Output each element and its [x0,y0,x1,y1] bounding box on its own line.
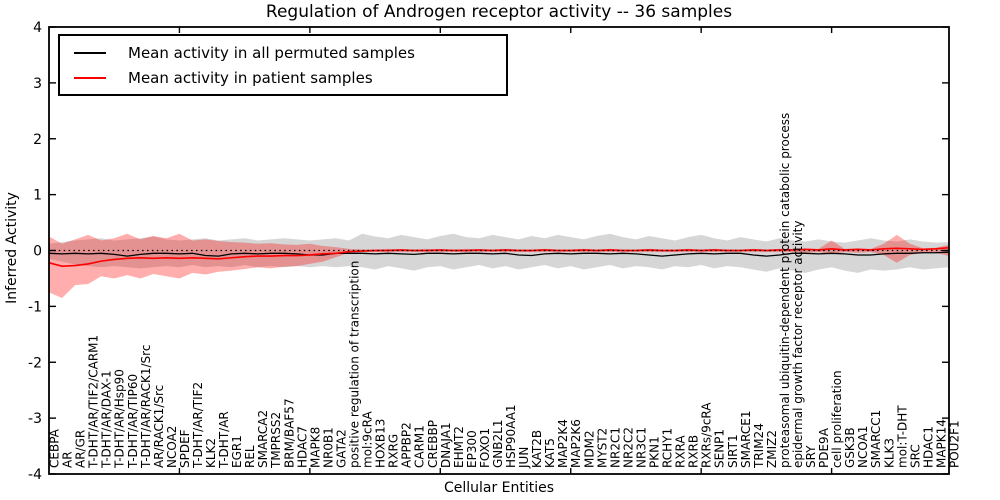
x-tick-label: REL [243,445,257,468]
x-tick-label: SMARCE1 [739,410,753,468]
x-tick-label: SMARCC1 [869,410,883,468]
x-tick-label: HDAC1 [921,426,935,468]
x-tick-label: DNAJA1 [439,422,453,468]
permuted-line-swatch [74,51,106,54]
x-tick-label: JUN [517,447,531,469]
x-tick-label: NR3C1 [634,427,648,468]
x-tick-label: SRC [908,444,922,468]
x-tick-label: SIRT1 [726,434,740,468]
y-tick-label: -4 [28,467,42,483]
x-tick-label: positive regulation of transcription [348,261,362,468]
x-tick-label: RXRB [687,435,701,468]
x-tick-label: RXRG [387,434,401,468]
x-tick-label: RXRs/9cRA [700,402,714,468]
patient-line-swatch [74,76,106,79]
x-tick-label: PKN1 [648,436,662,468]
y-tick-label: -1 [28,299,42,315]
x-tick-label: HSP90AA1 [504,404,518,468]
x-tick-label: cell proliferation [830,370,844,468]
x-tick-label: HOXB13 [374,419,388,468]
x-tick-label: T-DHT/AR/DAX-1 [100,370,114,469]
x-tick-label: T-DHT/AR/RACK1/Src [139,345,153,469]
x-tick-label: KAT2B [530,430,544,468]
x-tick-label: SMARCA2 [256,410,270,468]
x-tick-label: TMPRSS2 [269,412,283,469]
x-tick-label: NR2C1 [608,427,622,468]
chart-title: Regulation of Androgen receptor activity… [265,2,733,22]
x-tick-label: BRM/BAF57 [282,398,296,468]
x-tick-label: HDAC7 [295,426,309,468]
x-tick-label: GNB2L1 [491,420,505,468]
x-tick-label: EGR1 [230,435,244,468]
x-tick-label: PDE9A [817,427,831,468]
x-tick-label: KLK3 [882,438,896,468]
x-tick-label: MAPK14 [934,419,948,468]
x-tick-label: CEBPA [48,428,62,468]
x-tick-label: POU2F1 [948,420,962,468]
x-tick-label: EHMT2 [452,426,466,468]
y-tick-label: -3 [28,411,42,427]
x-tick-label: CREBBP [426,420,440,468]
x-tick-label: T-DHT/AR [217,411,231,469]
legend-item-patient: Mean activity in patient samples [60,66,506,90]
x-tick-label: KLK2 [204,438,218,468]
x-tick-label: MAP2K6 [569,419,583,468]
x-tick-label: CARM1 [413,425,427,468]
x-tick-label: T-DHT/AR/TIF2 [191,382,205,469]
x-tick-label: AR [61,451,75,468]
x-tick-label: mol:T-DHT [895,405,909,468]
x-tick-label: GSK3B [843,427,857,468]
y-tick-label: 0 [33,244,42,260]
x-tick-label: epidermal growth factor receptor activit… [791,221,805,468]
y-tick-label: -2 [28,355,42,371]
legend-label-permuted: Mean activity in all permuted samples [128,43,415,62]
x-tick-label: NR0B1 [321,427,335,468]
x-tick-label: KAT5 [543,438,557,468]
x-tick-label: NCOA2 [165,426,179,468]
y-tick-label: 2 [33,132,42,148]
y-axis-label: Inferred Activity [4,192,20,304]
x-tick-label: SRY [804,445,818,468]
x-tick-label: NCOA1 [856,426,870,468]
legend-item-permuted: Mean activity in all permuted samples [60,41,506,65]
x-tick-label: proteasomal ubiquitin-dependent protein … [778,113,792,468]
x-tick-label: SENP1 [713,429,727,468]
x-tick-label: MYST2 [595,428,609,468]
x-tick-label: T-DHT/AR/TIP60 [126,374,140,469]
x-tick-label: MAP2K4 [556,419,570,468]
x-tick-label: MAPK8 [308,427,322,468]
x-tick-label: FOXO1 [478,428,492,468]
x-tick-label: TRIM24 [752,423,766,469]
x-tick-label: AR/RACK1/Src [152,385,166,468]
x-tick-label: T-DHT/AR/TIF2/CARM1 [87,335,101,469]
x-tick-label: MDM2 [582,430,596,468]
x-tick-label: mol:9cRA [361,411,375,468]
legend: Mean activity in all permuted samples Me… [58,34,508,96]
permuted-mean-line [48,251,950,257]
x-tick-label: APPBP2 [400,422,414,468]
x-tick-label: GATA2 [334,429,348,468]
x-tick-label: NR2C2 [621,427,635,468]
legend-label-patient: Mean activity in patient samples [128,68,373,87]
x-tick-label: T-DHT/AR/Hsp90 [113,369,127,469]
x-axis-label: Cellular Entities [443,480,555,496]
y-tick-label: 3 [33,76,42,92]
x-tick-label: RCHY1 [661,428,675,468]
x-tick-label: RXRA [674,435,688,468]
y-tick-label: 1 [33,188,42,204]
y-tick-label: 4 [33,20,42,36]
patient-mean-line [48,246,950,267]
x-tick-label: ZMIZ2 [765,430,779,468]
x-tick-label: SPDEF [178,429,192,468]
x-tick-label: AR/GR [74,430,88,468]
x-tick-label: EP300 [465,430,479,468]
